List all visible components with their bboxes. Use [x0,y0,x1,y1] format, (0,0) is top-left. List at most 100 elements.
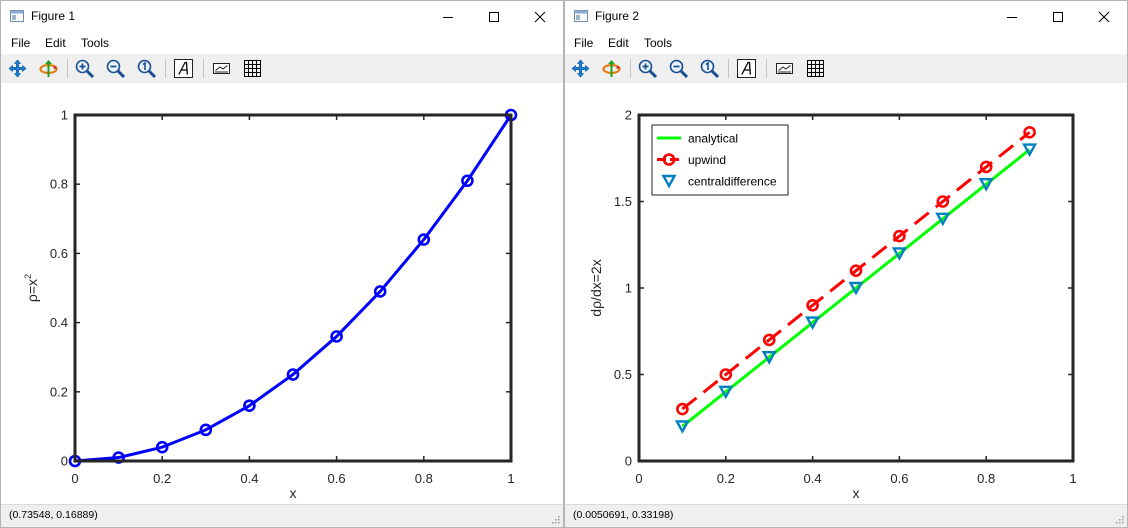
zoom-out-button[interactable] [667,57,690,80]
y-tick-label: 0.8 [50,177,68,192]
data-point-triangle [848,281,864,296]
zoom-in-button[interactable] [636,57,659,80]
zoom-in-button[interactable] [73,57,96,80]
x-tick-label: 0.2 [153,471,171,486]
pan-button[interactable] [569,57,592,80]
menu-bar: File Edit Tools [565,32,1127,54]
data-point-circle [461,174,474,188]
close-icon [534,11,546,23]
data-point-circle [243,399,256,412]
y-tick-label: 0.4 [50,315,68,330]
resize-grip-icon[interactable] [1115,515,1124,524]
legend-icon [776,63,793,74]
grid-button[interactable] [804,57,827,80]
close-button[interactable] [517,1,563,32]
title-bar[interactable]: Figure 1 [1,1,563,32]
menu-edit[interactable]: Edit [45,36,66,50]
resize-grip-icon[interactable] [551,515,560,524]
y-tick-label: 2 [625,108,632,123]
toolbar-separator [630,59,631,78]
window-title: Figure 1 [31,9,76,23]
zoom-reset-icon [137,59,156,78]
figure-app-icon [574,10,588,22]
text-icon [737,59,756,78]
data-point-circle [893,229,906,243]
grid-icon [807,60,824,77]
zoom-reset-button[interactable] [698,57,721,80]
close-button[interactable] [1081,1,1127,32]
toolbar [565,54,1127,83]
toolbar-separator [728,59,729,78]
zoom-out-icon [669,59,688,78]
menu-file[interactable]: File [11,36,31,50]
menu-bar: File Edit Tools [1,32,563,54]
y-tick-label: 0.6 [50,246,68,261]
data-point-circle [979,160,993,174]
chart-figure-2[interactable]: 0 0.2 0.4 0.6 0.8 1 0 0.5 1 1.5 2 x dρ/dx=2x analytic… [565,83,1127,505]
rotate-button[interactable] [600,57,623,80]
data-point-circle [417,233,431,246]
x-tick-label: 0.6 [890,471,908,486]
data-point-circle [112,451,125,464]
data-point-circle [373,285,387,298]
figure-window-1: Figure 1 File Edit Tools [0,0,564,528]
cursor-coordinates: (0.0050691, 0.33198) [573,509,674,521]
close-icon [1098,11,1110,23]
figure-window-2: Figure 2 File Edit Tools [564,0,1128,528]
y-tick-label: 0.2 [50,384,68,399]
axes-box [73,113,513,463]
data-point-circle [199,423,213,437]
zoom-reset-button[interactable] [135,57,158,80]
legend-label: centraldifference [688,175,777,189]
y-axis-label-text: dρ/dx=2x [588,259,604,316]
insert-text-button[interactable] [735,57,758,80]
x-tick-label: 0 [635,471,642,486]
y-axis-label: dρ/dx=2x [588,259,604,316]
menu-tools[interactable]: Tools [644,36,673,50]
zoom-reset-icon [700,59,719,78]
zoom-in-icon [638,59,657,78]
grid-button[interactable] [241,57,264,80]
menu-edit[interactable]: Edit [608,36,629,50]
series-line [681,131,1031,411]
data-point-circle [330,330,343,343]
legend-button[interactable] [210,57,233,80]
maximize-button[interactable] [1035,1,1081,32]
pan-icon [8,59,27,78]
data-point-triangle [805,316,821,331]
x-tick-label: 0 [71,471,78,486]
x-tick-label: 1 [1069,471,1076,486]
grid-icon [244,60,261,77]
data-point-triangle [661,174,677,189]
x-tick-label: 0.4 [240,471,258,486]
maximize-icon [1053,12,1063,22]
toolbar-separator [67,59,68,78]
plot-area[interactable]: 0 0.2 0.4 0.6 0.8 1 0 0.2 0.4 0.6 0.8 1 x ρ=x2 [1,83,563,505]
menu-file[interactable]: File [574,36,594,50]
y-axis-label-superscript: 2 [23,274,33,279]
zoom-out-button[interactable] [104,57,127,80]
x-axis-label: x [290,485,297,501]
chart-figure-1[interactable]: 0 0.2 0.4 0.6 0.8 1 0 0.2 0.4 0.6 0.8 1 x ρ=x2 [1,83,563,505]
status-bar: (0.73548, 0.16889) [1,504,563,527]
figure-app-icon [10,10,24,22]
pan-button[interactable] [6,57,29,80]
data-point-circle [286,368,300,381]
data-point-triangle [935,212,951,227]
minimize-button[interactable] [425,1,471,32]
data-point-triangle [718,385,734,400]
insert-text-button[interactable] [172,57,195,80]
title-bar[interactable]: Figure 2 [565,1,1127,32]
data-point-circle [806,299,819,312]
rotate-button[interactable] [37,57,60,80]
legend-button[interactable] [773,57,796,80]
data-point-triangle [761,351,777,365]
menu-tools[interactable]: Tools [81,36,110,50]
y-tick-label: 0.5 [614,367,632,382]
minimize-button[interactable] [989,1,1035,32]
cursor-coordinates: (0.73548, 0.16889) [9,509,98,521]
legend-label: analytical [688,132,738,146]
data-point-circle [1023,125,1036,139]
maximize-button[interactable] [471,1,517,32]
plot-area[interactable]: 0 0.2 0.4 0.6 0.8 1 0 0.5 1 1.5 2 x dρ/dx=2x analytic… [565,83,1127,505]
